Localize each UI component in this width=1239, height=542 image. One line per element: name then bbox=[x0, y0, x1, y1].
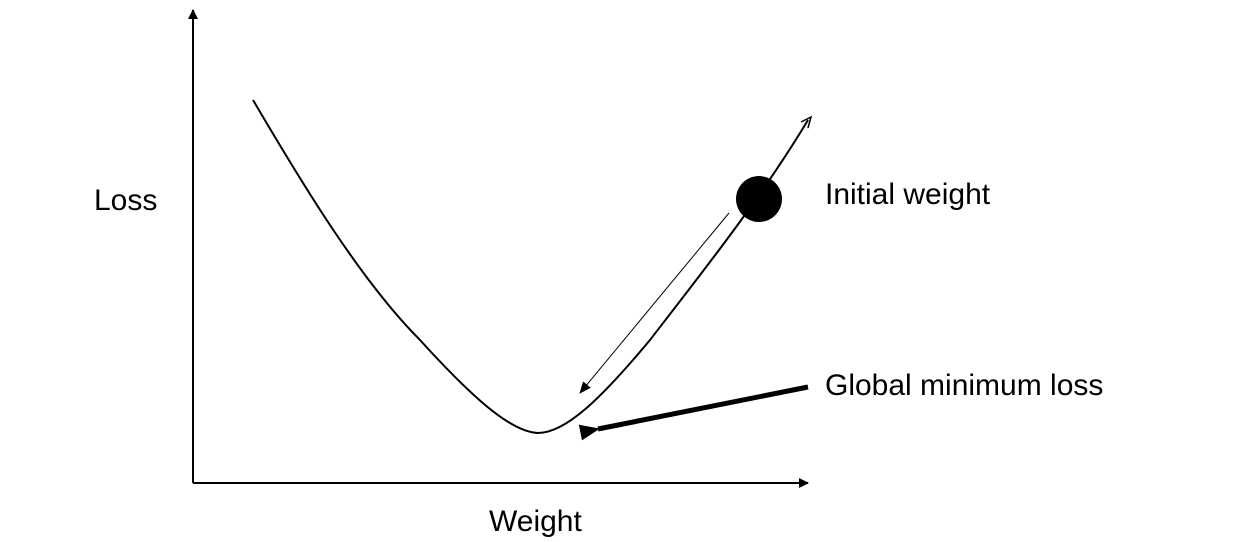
x-axis-label: Weight bbox=[489, 505, 582, 538]
y-axis-label: Loss bbox=[94, 184, 158, 217]
loss-curve bbox=[252, 99, 809, 435]
initial-weight-point bbox=[736, 176, 782, 222]
global-minimum-pointer-arrow bbox=[578, 384, 809, 441]
initial-weight-label: Initial weight bbox=[825, 178, 991, 211]
global-minimum-label: Global minimum loss bbox=[825, 369, 1104, 402]
descent-direction-arrow bbox=[579, 212, 730, 394]
curve-end-arrowhead bbox=[800, 115, 813, 129]
